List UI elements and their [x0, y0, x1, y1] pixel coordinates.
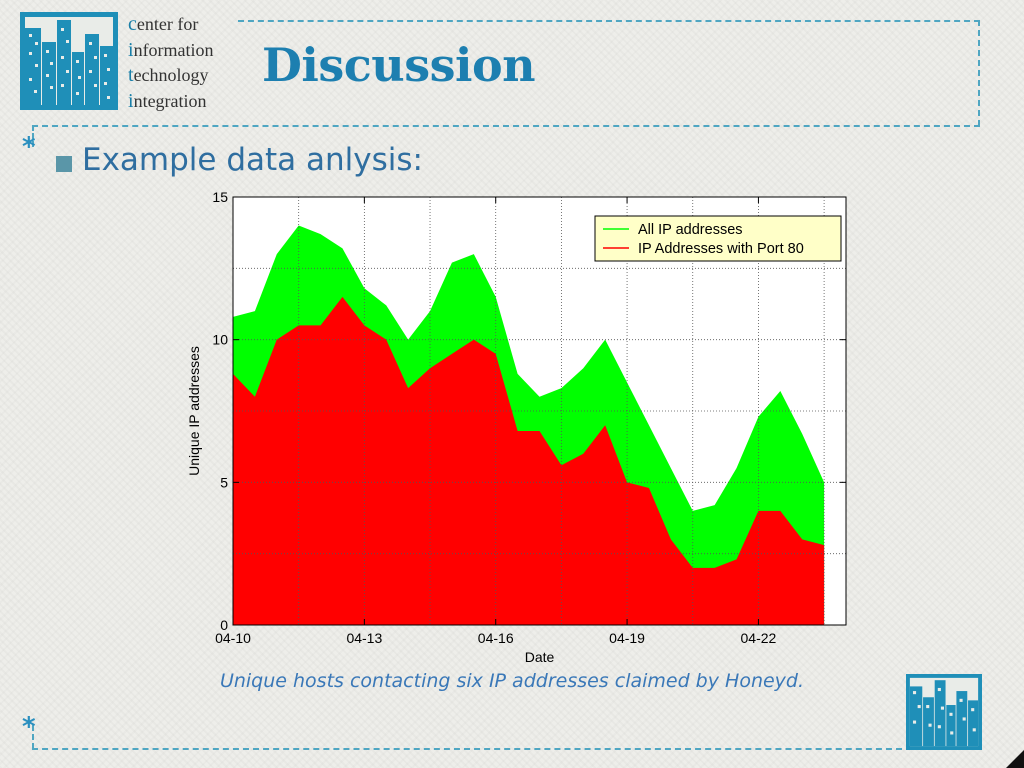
org-line-4: integration — [128, 89, 207, 112]
area-chart: 0 5 10 15 04-10 04-13 04-16 04-19 04-22 Date Uniqu… — [186, 189, 847, 665]
x-tick-label: 04-13 — [346, 630, 382, 646]
page-title: Discussion — [262, 38, 536, 92]
plot-frame — [232, 196, 847, 626]
header-divider-top — [238, 20, 980, 22]
y-tick-label: 0 — [220, 617, 228, 633]
y-axis-label: Unique IP addresses — [186, 346, 202, 476]
x-tick-label: 04-22 — [741, 630, 777, 646]
page-corner-icon — [1006, 750, 1024, 768]
figure-caption: Unique hosts contacting six IP addresses… — [219, 670, 805, 692]
y-tick-label: 5 — [220, 474, 228, 490]
cit-logo-small-icon — [906, 674, 982, 750]
x-tick-label: 04-10 — [215, 630, 251, 646]
legend-entry-2: IP Addresses with Port 80 — [638, 241, 804, 257]
legend-box — [594, 215, 842, 262]
asterisk-footer-icon: * — [22, 712, 36, 742]
org-line-2: information — [128, 38, 214, 61]
asterisk-bullet-icon: * — [22, 132, 36, 162]
org-line-3: technology — [128, 64, 209, 86]
square-bullet-icon — [56, 156, 72, 172]
y-tick-label: 10 — [212, 332, 228, 348]
header-divider-right — [978, 20, 980, 126]
footer-divider-bottom — [32, 748, 902, 750]
legend-entry-1: All IP addresses — [638, 222, 743, 238]
footer-divider-left — [32, 725, 34, 749]
header-divider-bottom — [32, 125, 980, 127]
side-divider-left — [32, 125, 34, 147]
y-tick-label: 15 — [212, 189, 228, 205]
cit-logo-icon — [20, 12, 118, 110]
org-line-1: center for — [128, 13, 199, 35]
x-tick-label: 04-19 — [609, 630, 645, 646]
area-series-2 — [233, 296, 825, 625]
bullet-text: Example data anlysis: — [82, 142, 423, 178]
org-name: center for information technology integr… — [128, 12, 214, 114]
x-tick-label: 04-16 — [478, 630, 514, 646]
x-axis-label: Date — [525, 649, 555, 665]
